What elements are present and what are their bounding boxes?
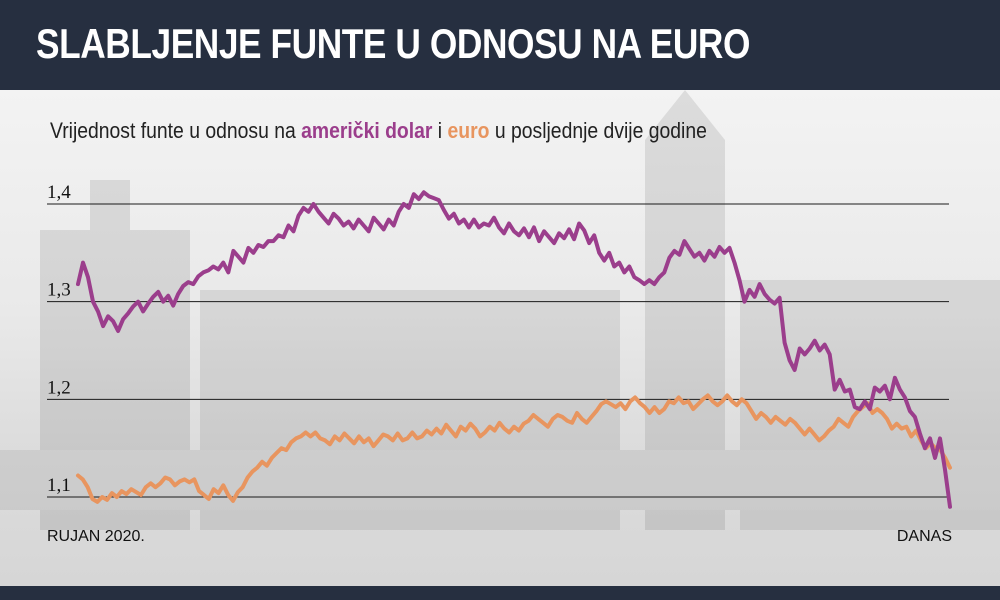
chart-panel xyxy=(0,90,1000,586)
y-tick-label: 1,4 xyxy=(47,182,71,203)
bg-clock-tower xyxy=(645,140,725,530)
y-tick-label: 1,2 xyxy=(47,377,71,398)
subtitle-prefix: Vrijednost funte u odnosu na xyxy=(50,118,302,143)
grid-lines xyxy=(47,203,949,498)
page-title: SLABLJENJE FUNTE U ODNOSU NA EURO xyxy=(36,20,751,67)
x-end-label: DANAS xyxy=(897,528,952,545)
x-start-label: RUJAN 2020. xyxy=(47,528,145,545)
bg-tower-left xyxy=(90,180,130,530)
bg-clock-tower-spire xyxy=(645,90,725,140)
chart-subtitle: Vrijednost funte u odnosu na američki do… xyxy=(50,118,707,144)
background-silhouette xyxy=(0,90,1000,530)
y-tick-label: 1,1 xyxy=(47,475,71,496)
footer-bar xyxy=(0,586,1000,600)
y-tick-label: 1,3 xyxy=(47,280,71,301)
subtitle-usd-label: američki dolar xyxy=(301,118,433,143)
series-line-euro xyxy=(76,393,952,504)
subtitle-eur-label: euro xyxy=(447,118,490,143)
y-tick-labels: 1,4 1,3 1,2 1,1 xyxy=(47,182,71,496)
bg-building-mid xyxy=(200,290,620,530)
header-bar: SLABLJENJE FUNTE U ODNOSU NA EURO xyxy=(0,0,1000,90)
subtitle-middle: i xyxy=(432,118,448,143)
subtitle-suffix: u posljednje dvije godine xyxy=(489,118,707,143)
series-line-usd xyxy=(76,190,952,509)
